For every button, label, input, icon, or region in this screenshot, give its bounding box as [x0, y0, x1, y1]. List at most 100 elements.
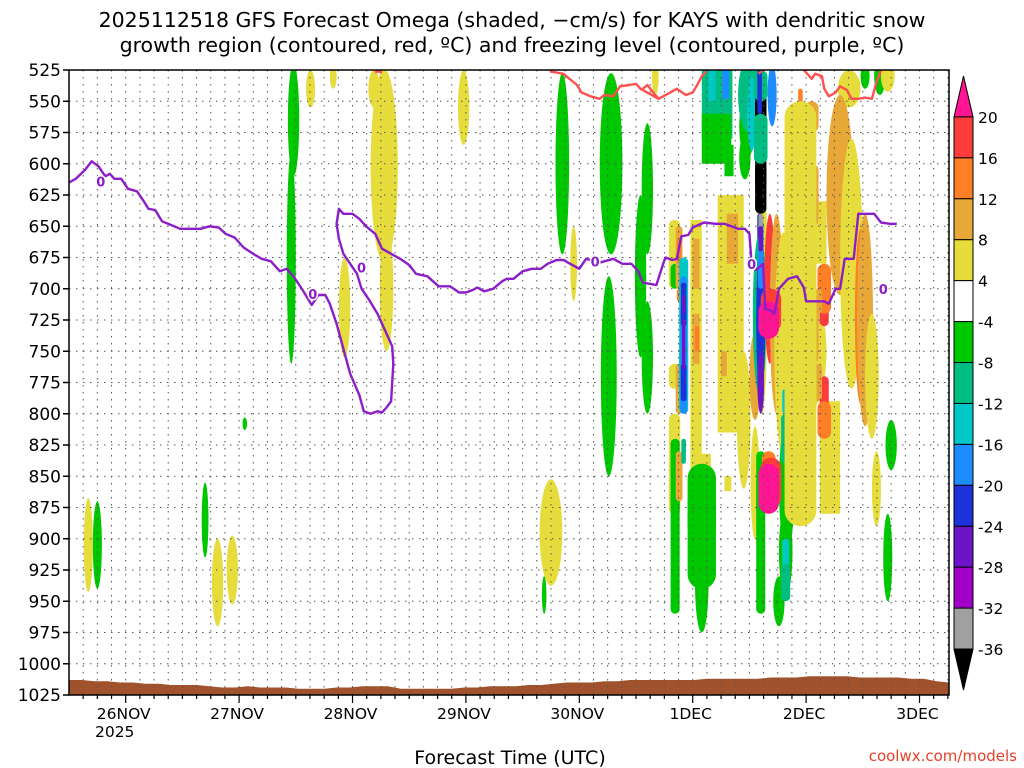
y-tick-label: 725	[29, 311, 61, 331]
chart-title: 2025112518 GFS Forecast Omega (shaded, −…	[99, 8, 926, 32]
omega-band	[755, 163, 767, 214]
omega-band	[681, 438, 686, 464]
colorbar: 20 16 12 8 4 -4 -8 -12 -16 -20 -24 -28 -32 -36	[953, 75, 1003, 691]
y-tick-label: 575	[29, 124, 61, 144]
contour-label: 0	[308, 288, 317, 303]
omega-area	[599, 73, 623, 255]
omega-band	[817, 401, 832, 439]
omega-band	[757, 70, 762, 114]
x-tick-label: 1DEC	[670, 705, 712, 723]
colorbar-tick-label: -36	[978, 641, 1003, 659]
colorbar-tick-label: -28	[978, 559, 1003, 577]
dendritic-growth-contour	[642, 83, 660, 100]
colorbar-swatch	[953, 525, 974, 568]
colorbar-swatch	[953, 362, 974, 404]
omega-block	[726, 213, 739, 264]
x-tick-sublabel: 2025	[95, 723, 134, 741]
omega-block	[722, 70, 729, 99]
dendritic-growth-contour	[549, 70, 708, 100]
colorbar-swatch	[953, 75, 974, 118]
omega-area	[767, 70, 777, 127]
y-tick-label: 625	[29, 186, 61, 206]
omega-block	[721, 351, 727, 377]
y-tick-label: 650	[29, 217, 61, 237]
axis-ticks: 525 550 575 600 625 650 675 700 725 750 775 800 825 8…	[18, 61, 949, 741]
omega-block	[692, 238, 700, 289]
omega-area	[287, 70, 300, 177]
contour-label: 0	[879, 283, 888, 298]
y-tick-label: 800	[29, 405, 61, 425]
x-tick-label: 2DEC	[783, 705, 825, 723]
omega-band	[757, 251, 764, 289]
y-tick-label: 700	[29, 280, 61, 300]
omega-area	[736, 351, 751, 489]
colorbar-swatch	[953, 566, 974, 609]
colorbar-tick-label: -32	[978, 600, 1003, 618]
omega-area	[651, 70, 659, 95]
y-tick-label: 925	[29, 561, 61, 581]
x-tick-label: 29NOV	[437, 705, 491, 723]
contour-lines: 0 0 0 0 0 0	[69, 70, 897, 415]
site-credit: coolwx.com/models	[869, 747, 1017, 765]
omega-area	[286, 151, 296, 364]
omega-shading	[83, 70, 897, 633]
y-tick-label: 775	[29, 374, 61, 394]
y-tick-label: 1000	[18, 655, 61, 675]
omega-area	[338, 257, 351, 358]
omega-band	[681, 295, 686, 314]
terrain-fill	[69, 676, 949, 695]
omega-area	[641, 301, 654, 414]
omega-area	[541, 576, 547, 614]
colorbar-swatch	[953, 157, 974, 200]
colorbar-tick-label: -8	[978, 355, 993, 373]
omega-area	[242, 417, 248, 430]
omega-area	[885, 420, 897, 470]
dendritic-growth-contour	[802, 70, 883, 100]
omega-area	[757, 351, 765, 414]
y-tick-label: 1025	[18, 686, 61, 706]
omega-block	[724, 145, 734, 177]
y-tick-label: 525	[29, 61, 61, 81]
x-tick-label: 26NOV	[97, 705, 151, 723]
colorbar-tick-label: 20	[978, 109, 998, 127]
omega-block	[694, 326, 700, 352]
chart-subtitle: growth region (contoured, red, ºC) and f…	[120, 33, 905, 57]
colorbar-swatch	[953, 280, 974, 323]
y-tick-label: 900	[29, 530, 61, 550]
omega-block	[708, 70, 716, 102]
omega-band	[753, 113, 768, 164]
omega-area	[457, 70, 470, 145]
omega-area	[641, 123, 654, 255]
colorbar-tick-label: -20	[978, 477, 1003, 495]
colorbar-tick-label: 16	[978, 150, 998, 168]
contour-label: 0	[591, 255, 600, 270]
colorbar-swatch	[953, 198, 974, 241]
omega-area	[211, 538, 224, 627]
colorbar-swatch	[953, 402, 974, 445]
colorbar-tick-label: -4	[978, 314, 993, 332]
x-tick-label: 30NOV	[550, 705, 604, 723]
omega-area	[329, 70, 337, 89]
omega-area	[306, 70, 316, 108]
y-tick-label: 550	[29, 92, 61, 112]
terrain-area	[69, 676, 949, 695]
omega-area	[570, 226, 578, 302]
x-tick-label: 27NOV	[210, 705, 264, 723]
contour-label: 0	[357, 262, 366, 277]
omega-area	[92, 501, 102, 589]
omega-area	[865, 313, 879, 439]
colorbar-tick-label: 12	[978, 191, 998, 209]
omega-band	[781, 563, 791, 602]
contour-label: 0	[96, 175, 105, 190]
colorbar-swatch	[953, 443, 974, 486]
omega-area	[226, 535, 238, 605]
colorbar-tick-label: -12	[978, 395, 1003, 413]
omega-band	[681, 320, 686, 370]
colorbar-tick-label: -16	[978, 436, 1003, 454]
colorbar-swatch	[953, 239, 974, 282]
x-tick-label: 3DEC	[896, 705, 938, 723]
x-axis-label: Forecast Time (UTC)	[414, 747, 605, 768]
omega-area	[600, 276, 617, 477]
x-tick-label: 28NOV	[324, 705, 378, 723]
